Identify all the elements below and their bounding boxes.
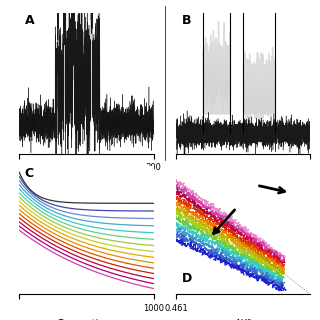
- X-axis label: Generations: Generations: [57, 319, 116, 320]
- Text: A: A: [25, 14, 34, 27]
- Text: B: B: [181, 14, 191, 27]
- X-axis label: ΔXᴿ: ΔXᴿ: [235, 319, 252, 320]
- X-axis label: Time: Time: [231, 169, 255, 179]
- Text: C: C: [25, 167, 34, 180]
- Text: D: D: [181, 272, 192, 284]
- X-axis label: Time: Time: [75, 178, 98, 188]
